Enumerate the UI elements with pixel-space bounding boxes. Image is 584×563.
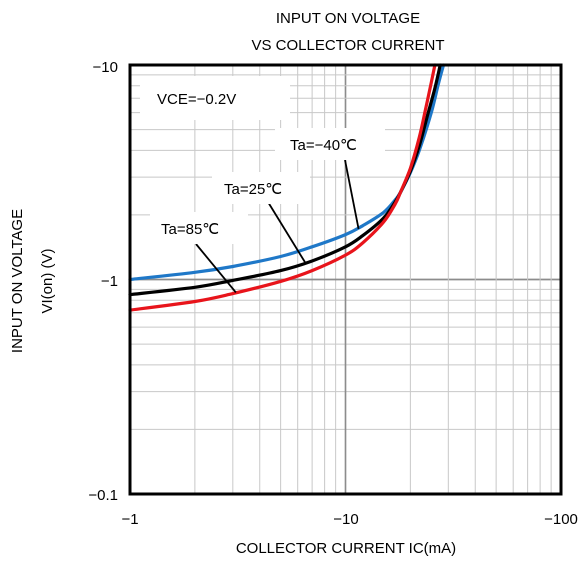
y-axis-label-line-1: INPUT ON VOLTAGE xyxy=(9,209,26,353)
series-line-ta-minus40 xyxy=(128,63,446,282)
chart-title-line-2: VS COLLECTOR CURRENT xyxy=(251,37,444,54)
series-line-ta-25 xyxy=(128,63,442,297)
annotation-layer: Ta=−40℃ Ta=25℃ Ta=85℃ xyxy=(150,128,385,294)
series-line-ta-85 xyxy=(128,63,437,312)
y-tick-label: −0.1 xyxy=(88,487,118,504)
x-tick-label: −10 xyxy=(333,511,358,528)
x-tick-label: −100 xyxy=(544,511,578,528)
annotation-label-ta-25: Ta=25℃ xyxy=(224,181,282,198)
annotation-leader-line xyxy=(267,201,306,263)
chart-title-line-1: INPUT ON VOLTAGE xyxy=(276,10,420,27)
annotation-label-ta-85: Ta=85℃ xyxy=(161,221,219,238)
annotation-background xyxy=(150,212,248,244)
condition-label-background xyxy=(140,76,290,120)
condition-label: VCE=−0.2V xyxy=(157,91,236,108)
plot-frame xyxy=(128,63,563,496)
annotation-leader-line xyxy=(195,243,237,294)
annotation-label-ta-minus40: Ta=−40℃ xyxy=(290,137,357,154)
y-tick-label: −10 xyxy=(93,59,118,76)
x-axis-label: COLLECTOR CURRENT IC(mA) xyxy=(236,540,456,557)
x-tick-label: −1 xyxy=(121,511,138,528)
annotation-background xyxy=(212,172,310,204)
annotation-background xyxy=(275,128,385,160)
y-axis-label-line-2: VI(on) (V) xyxy=(39,248,56,313)
series-layer xyxy=(128,63,446,312)
y-tick-label: −1 xyxy=(101,273,118,290)
annotation-leader-line xyxy=(344,159,360,230)
